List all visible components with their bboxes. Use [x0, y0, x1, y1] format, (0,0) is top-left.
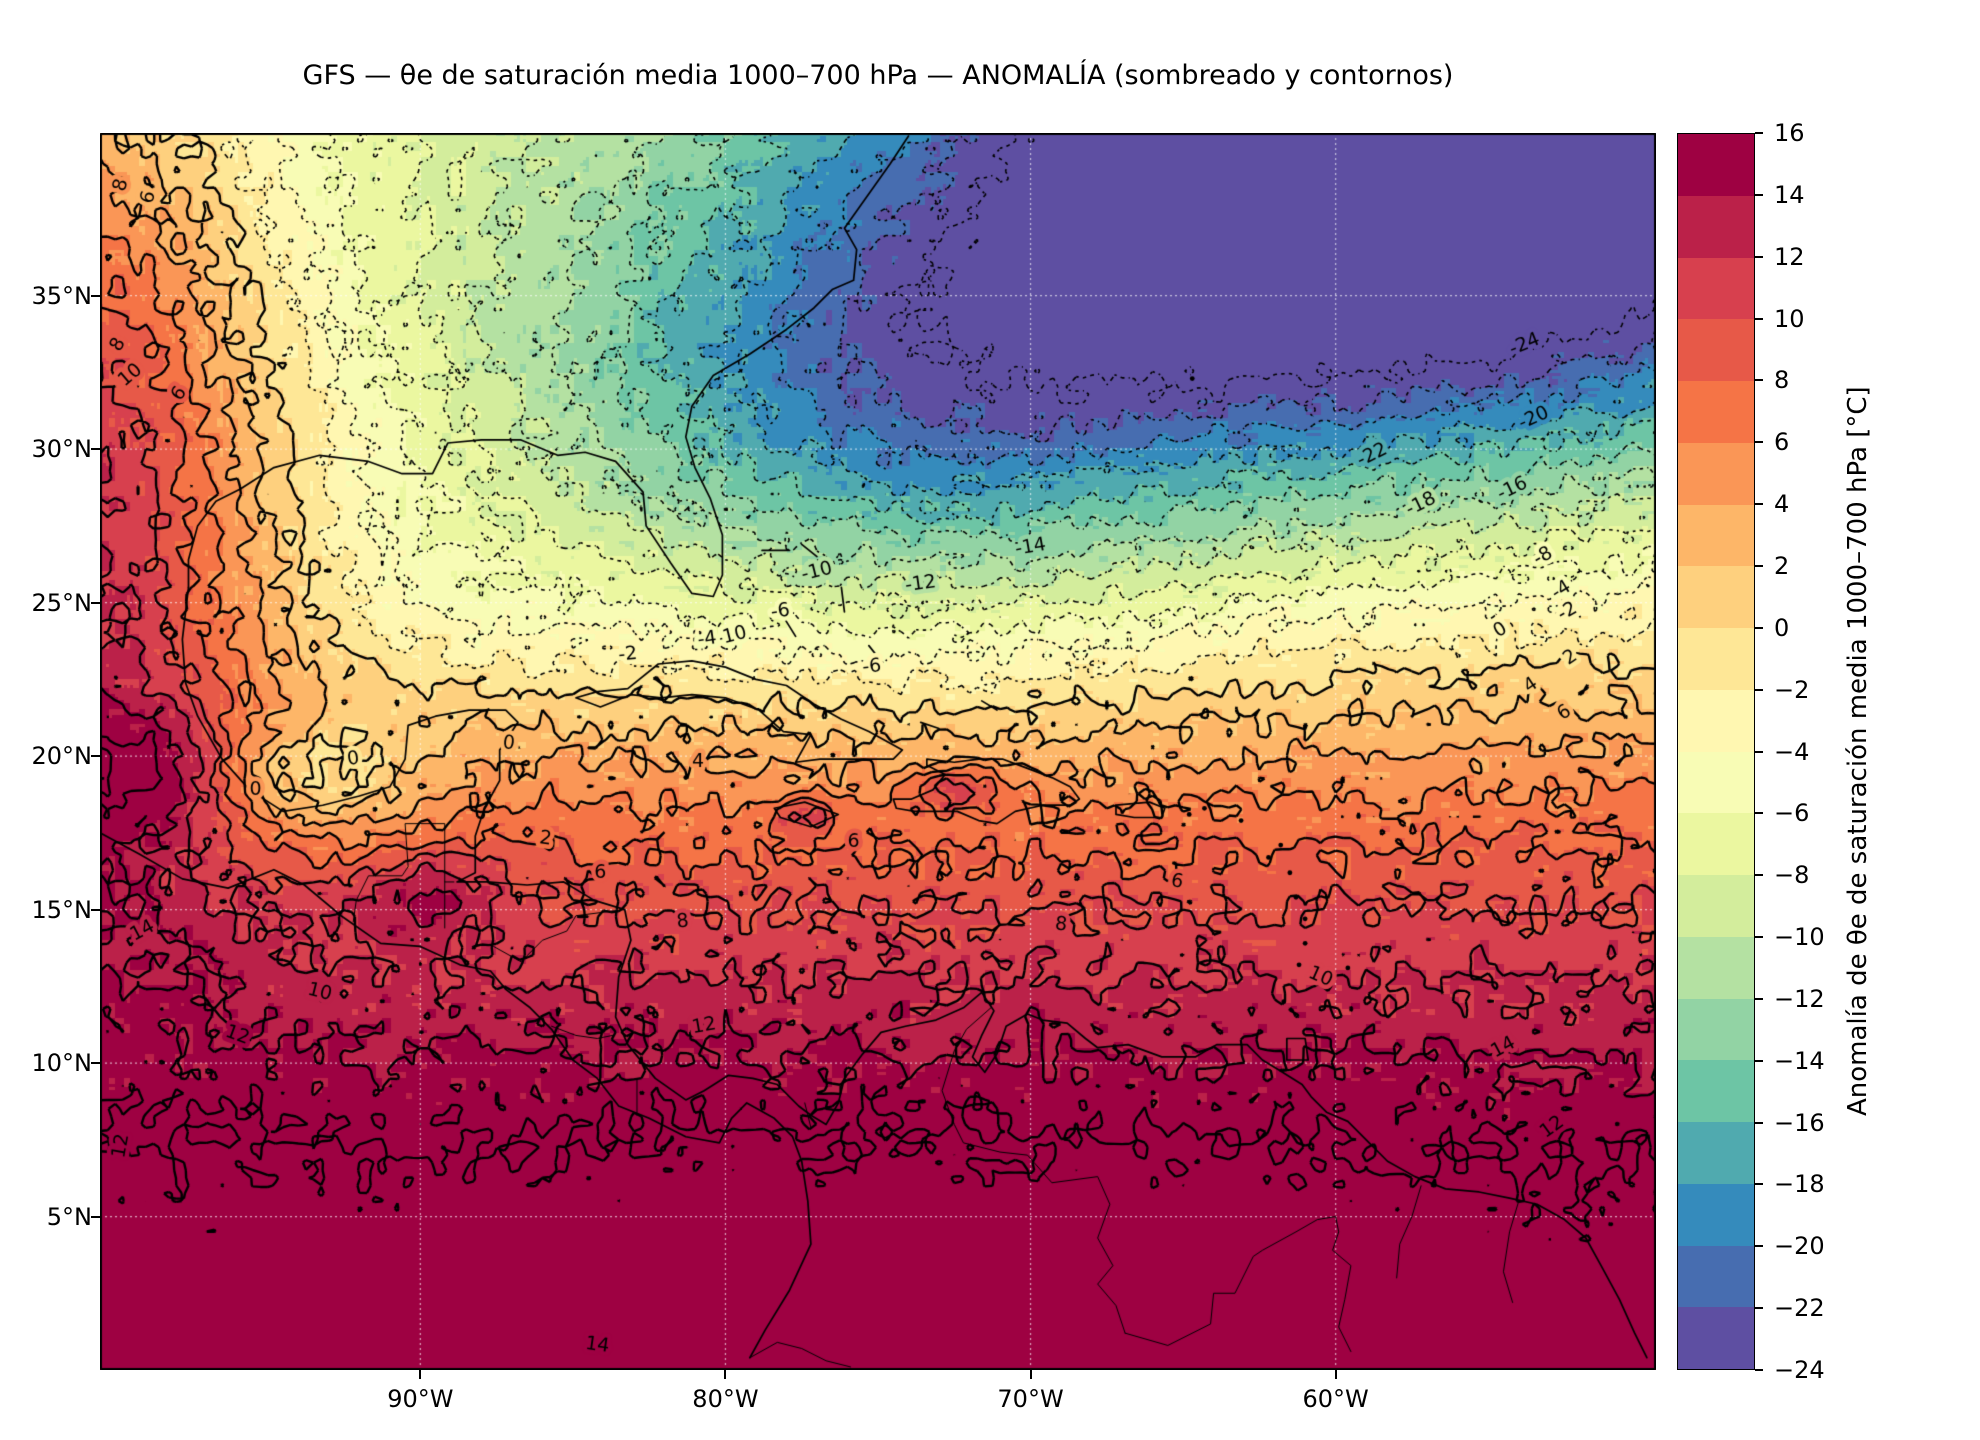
- colorbar-tick-label: −10: [1774, 923, 1825, 952]
- x-tick-mark: [1334, 1370, 1337, 1379]
- y-tick-label: 15°N: [31, 895, 93, 924]
- colorbar-band: [1678, 134, 1754, 196]
- colorbar-tick-mark: [1755, 317, 1763, 320]
- y-tick-mark: [91, 1215, 100, 1218]
- colorbar-tick-label: −6: [1774, 799, 1810, 828]
- colorbar-tick-mark: [1755, 1121, 1763, 1124]
- y-tick-mark: [91, 601, 100, 604]
- colorbar-tick-label: −18: [1774, 1170, 1825, 1199]
- colorbar-band: [1678, 813, 1754, 875]
- y-tick-label: 5°N: [46, 1202, 92, 1231]
- colorbar-tick-label: 12: [1774, 242, 1805, 271]
- colorbar-tick-label: 2: [1774, 551, 1790, 580]
- colorbar-tick-label: 10: [1774, 304, 1805, 333]
- y-tick-label: 30°N: [31, 435, 93, 464]
- x-tick-label: 90°W: [387, 1385, 454, 1413]
- colorbar-tick-mark: [1755, 812, 1763, 815]
- colorbar-band: [1678, 319, 1754, 381]
- y-tick-label: 35°N: [31, 281, 93, 310]
- colorbar-band: [1678, 504, 1754, 567]
- colorbar-tick-mark: [1755, 1369, 1763, 1371]
- colorbar-tick-mark: [1755, 255, 1763, 258]
- colorbar-tick-mark: [1755, 750, 1763, 753]
- colorbar-band: [1678, 195, 1754, 258]
- colorbar-band: [1678, 751, 1754, 814]
- colorbar-band: [1678, 998, 1754, 1061]
- y-tick-label: 10°N: [31, 1049, 93, 1078]
- colorbar-band: [1678, 1060, 1754, 1122]
- title-line1: GFS — θe de saturación media 1000–700 hP…: [302, 60, 1454, 91]
- colorbar-tick-mark: [1755, 193, 1763, 196]
- y-tick-mark: [91, 1062, 100, 1065]
- colorbar-tick-label: −4: [1774, 737, 1810, 766]
- colorbar-band: [1678, 1245, 1754, 1308]
- colorbar-band: [1678, 381, 1754, 443]
- x-tick-mark: [1029, 1370, 1032, 1379]
- colorbar-tick-label: −20: [1774, 1232, 1825, 1261]
- colorbar-band: [1678, 628, 1754, 690]
- x-tick-mark: [724, 1370, 727, 1379]
- colorbar: [1677, 133, 1755, 1370]
- y-tick-mark: [91, 908, 100, 911]
- colorbar-tick-label: −12: [1774, 984, 1825, 1013]
- colorbar-tick-mark: [1755, 626, 1763, 629]
- colorbar-tick-label: 16: [1774, 119, 1805, 147]
- colorbar-tick-label: −2: [1774, 675, 1810, 704]
- y-tick-mark: [91, 448, 100, 451]
- colorbar-tick-label: 14: [1774, 180, 1805, 209]
- colorbar-band: [1678, 875, 1754, 937]
- colorbar-tick-mark: [1755, 1059, 1763, 1062]
- colorbar-tick-mark: [1755, 441, 1763, 444]
- colorbar-tick-label: −8: [1774, 861, 1810, 890]
- colorbar-band: [1678, 257, 1754, 320]
- y-tick-mark: [91, 294, 100, 297]
- colorbar-tick-mark: [1755, 936, 1763, 939]
- colorbar-tick-mark: [1755, 564, 1763, 567]
- colorbar-tick-mark: [1755, 1307, 1763, 1310]
- colorbar-band: [1678, 566, 1754, 628]
- colorbar-label: Anomalía de θe de saturación media 1000–…: [1843, 386, 1873, 1117]
- colorbar-tick-label: −16: [1774, 1108, 1825, 1137]
- colorbar-tick-mark: [1755, 132, 1763, 134]
- map-canvas: [100, 133, 1656, 1370]
- x-tick-mark: [419, 1370, 422, 1379]
- colorbar-band: [1678, 936, 1754, 999]
- x-tick-label: 70°W: [997, 1385, 1064, 1413]
- colorbar-tick-label: −14: [1774, 1046, 1825, 1075]
- colorbar-tick-label: 0: [1774, 613, 1790, 642]
- colorbar-band: [1678, 1183, 1754, 1246]
- colorbar-tick-label: −24: [1774, 1356, 1825, 1384]
- colorbar-tick-mark: [1755, 503, 1763, 506]
- colorbar-band: [1678, 1307, 1754, 1369]
- colorbar-tick-mark: [1755, 1245, 1763, 1248]
- colorbar-band: [1678, 1122, 1754, 1184]
- y-tick-mark: [91, 755, 100, 758]
- colorbar-tick-mark: [1755, 1183, 1763, 1186]
- colorbar-tick-mark: [1755, 997, 1763, 1000]
- colorbar-tick-label: 4: [1774, 490, 1790, 519]
- x-tick-label: 60°W: [1302, 1385, 1369, 1413]
- colorbar-tick-mark: [1755, 688, 1763, 691]
- colorbar-tick-mark: [1755, 379, 1763, 382]
- y-tick-label: 25°N: [31, 588, 93, 617]
- colorbar-tick-label: −22: [1774, 1294, 1825, 1323]
- y-tick-label: 20°N: [31, 742, 93, 771]
- colorbar-band: [1678, 442, 1754, 505]
- colorbar-band: [1678, 689, 1754, 752]
- colorbar-tick-mark: [1755, 874, 1763, 877]
- colorbar-tick-label: 6: [1774, 428, 1790, 457]
- x-tick-label: 80°W: [692, 1385, 759, 1413]
- colorbar-tick-label: 8: [1774, 366, 1790, 395]
